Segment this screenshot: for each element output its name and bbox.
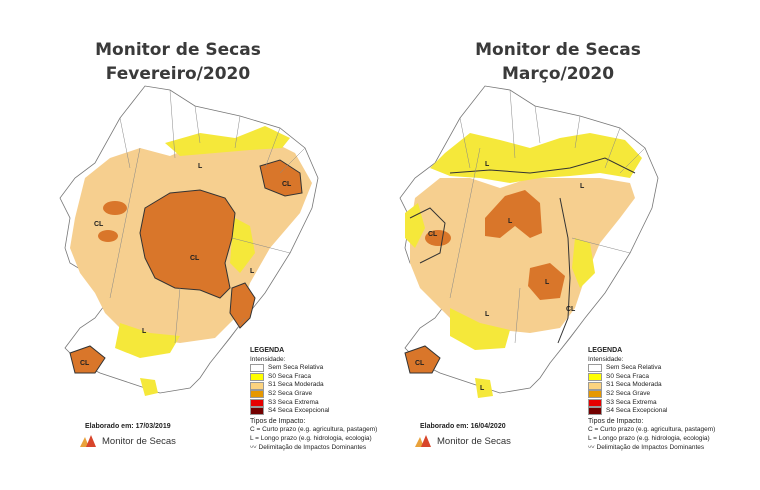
map-subtitle: Fevereiro/2020 <box>105 64 251 84</box>
brand-name: Monitor de Secas <box>437 435 511 447</box>
legend-impact-item: L = Longo prazo (e.g. hidrologia, ecolog… <box>250 434 372 442</box>
s2-central-north <box>485 190 542 238</box>
legend-title: LEGENDA <box>588 347 623 354</box>
s2-southwest <box>404 345 441 374</box>
legend-impact-item: 〰 Delimitação de Impactos Dominantes <box>588 443 705 451</box>
s2-west-2 <box>98 230 118 242</box>
legend-item: S3 Seca Extrema <box>588 399 718 408</box>
s0-far-south <box>475 378 493 398</box>
drought-map-february: CL CL CL L L L CL <box>59 85 319 396</box>
state-borders <box>109 89 306 364</box>
legend-item: S0 Seca Fraca <box>588 373 718 382</box>
s2-northeast <box>259 159 303 197</box>
map-title: Monitor de Secas <box>95 40 261 60</box>
map-label: CL <box>80 360 90 367</box>
monitor-logo-icon <box>80 435 96 447</box>
map-label: CL <box>428 231 438 238</box>
legend-item: S2 Seca Grave <box>588 390 718 399</box>
map-label: CL <box>282 181 292 188</box>
state-borders <box>449 89 646 364</box>
s2-central <box>139 189 236 299</box>
s2-west <box>425 230 451 246</box>
monitor-logo-icon <box>415 435 431 447</box>
map-label: CL <box>566 306 576 313</box>
s2-east <box>229 282 256 329</box>
brand-logo: Monitor de Secas <box>80 435 176 447</box>
legend-item: S1 Seca Moderada <box>250 381 380 390</box>
delimitation-icon: 〰 <box>588 443 595 451</box>
legend-item: Sem Seca Relativa <box>250 364 380 373</box>
legend-impact-item: C = Curto prazo (e.g. agricultura, pasta… <box>588 426 716 434</box>
drought-map-march: L L CL L L L CL CL L <box>399 85 659 398</box>
map-legend: LEGENDA Intensidade: Sem Seca Relativa S… <box>588 347 718 452</box>
legend-item: S1 Seca Moderada <box>588 381 718 390</box>
legend-impact-item: 〰 Delimitação de Impactos Dominantes <box>250 443 367 451</box>
map-label: L <box>485 161 490 168</box>
legend-item: S4 Seca Excepcional <box>588 407 718 416</box>
delimitation-line <box>409 157 636 344</box>
s2-west-1 <box>103 201 127 215</box>
legend-intensity-label: Intensidade: <box>250 355 286 363</box>
map-label: L <box>250 268 255 275</box>
s0-north <box>165 126 290 156</box>
map-label: L <box>508 218 513 225</box>
legend-impact-title: Tipos de Impacto: <box>250 417 306 425</box>
legend-item: S0 Seca Fraca <box>250 373 380 382</box>
map-label: L <box>485 311 490 318</box>
s2-southwest <box>69 345 106 374</box>
map-label: L <box>198 163 203 170</box>
s0-west <box>405 203 425 248</box>
legend-item: S4 Seca Excepcional <box>250 407 380 416</box>
elaborado-date: Elaborado em: 16/04/2020 <box>420 423 506 430</box>
s0-far-south <box>140 378 158 396</box>
brand-name: Monitor de Secas <box>102 435 176 447</box>
legend-title: LEGENDA <box>250 347 285 354</box>
legend-impact-item: L = Longo prazo (e.g. hidrologia, ecolog… <box>588 434 710 442</box>
map-legend: LEGENDA Intensidade: Sem Seca Relativa S… <box>250 347 380 452</box>
map-label: CL <box>190 255 200 262</box>
s0-south <box>450 308 510 350</box>
map-panel-march: Monitor de Secas Março/2020 L L CL L L L… <box>380 0 760 490</box>
map-label: CL <box>94 221 104 228</box>
map-label: CL <box>415 360 425 367</box>
elaborado-date: Elaborado em: 17/03/2019 <box>85 423 171 430</box>
legend-item: Sem Seca Relativa <box>588 364 718 373</box>
map-label: L <box>142 328 147 335</box>
map-label: L <box>545 279 550 286</box>
legend-impact-title: Tipos de Impacto: <box>588 417 644 425</box>
brand-logo: Monitor de Secas <box>415 435 511 447</box>
map-label: L <box>580 183 585 190</box>
legend-impact-item: C = Curto prazo (e.g. agricultura, pasta… <box>250 426 378 434</box>
s0-south <box>115 323 180 358</box>
delimitation-icon: 〰 <box>250 443 257 451</box>
legend-intensity-label: Intensidade: <box>588 355 624 363</box>
s2-east-south <box>528 263 565 300</box>
map-panel-february: Monitor de Secas Fevereiro/2020 CL CL CL… <box>59 40 380 452</box>
map-title: Monitor de Secas <box>475 40 641 60</box>
legend-item: S3 Seca Extrema <box>250 399 380 408</box>
map-subtitle: Março/2020 <box>501 64 615 84</box>
s0-east <box>230 218 255 273</box>
map-label: L <box>480 385 485 392</box>
legend-item: S2 Seca Grave <box>250 390 380 399</box>
s0-east <box>572 238 595 288</box>
